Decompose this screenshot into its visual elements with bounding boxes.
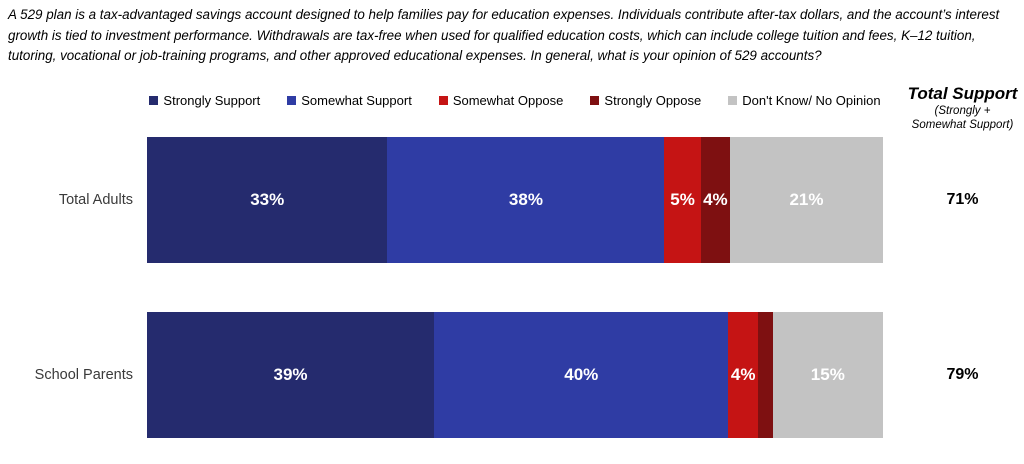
bar-segment-label: 21%	[789, 190, 824, 209]
stacked-bar: 39% 40% 4% 15%	[147, 312, 884, 438]
legend-swatch-icon	[149, 96, 159, 105]
total-support-subtitle-line2: Somewhat Support)	[911, 119, 1014, 131]
bar-segment-label: 33%	[250, 190, 285, 209]
bar-segment-somewhat-support: 38%	[387, 137, 665, 263]
bar-segment-label: 40%	[564, 365, 599, 384]
bar-segment-strongly-support: 33%	[147, 137, 388, 263]
bar-segment-somewhat-support: 40%	[434, 312, 729, 438]
bar-segment-somewhat-oppose: 4%	[728, 312, 758, 438]
total-support-title: Total Support	[907, 84, 1018, 103]
legend-label: Somewhat Support	[301, 93, 412, 108]
total-support-subtitle-line1: (Strongly +	[934, 105, 991, 117]
legend-item-don-t-know-no-opinion: Don't Know/ No Opinion	[728, 93, 881, 108]
legend-label: Strongly Support	[163, 93, 261, 108]
bar-row-school-parents: School Parents 39% 40% 4% 15% 79%	[0, 312, 1024, 438]
bar-segment-strongly-support: 39%	[147, 312, 435, 438]
legend-swatch-icon	[287, 96, 297, 105]
bar-segment-strongly-oppose: 4%	[700, 137, 730, 263]
legend-label: Don't Know/ No Opinion	[742, 93, 881, 108]
bar-segment-don-t-know-no-opinion: 21%	[729, 137, 883, 263]
legend-swatch-icon	[728, 96, 738, 105]
bar-segment-label: 15%	[810, 365, 845, 384]
legend-swatch-icon	[590, 96, 600, 105]
legend: Strongly Support Somewhat Support Somewhat…	[147, 93, 883, 108]
stacked-bar: 33% 38% 5% 4% 21%	[147, 137, 883, 263]
bar-segment-label: 4%	[730, 365, 756, 384]
bar-segment-don-t-know-no-opinion: 15%	[772, 312, 884, 438]
row-label: School Parents	[34, 367, 133, 383]
bar-segment-label: 4%	[703, 190, 728, 209]
chart-header: Strongly Support Somewhat Support Somewhat…	[0, 84, 1024, 136]
bar-segment-strongly-oppose	[757, 312, 773, 438]
legend-item-somewhat-support: Somewhat Support	[287, 93, 412, 108]
bar-row-total-adults: Total Adults 33% 38% 5% 4% 21% 71%	[0, 137, 1024, 263]
bar-segment-label: 5%	[670, 190, 695, 209]
row-label: Total Adults	[58, 192, 133, 208]
bar-segment-somewhat-oppose: 5%	[664, 137, 701, 263]
legend-item-somewhat-oppose: Somewhat Oppose	[438, 93, 564, 108]
total-support-header: Total Support (Strongly + Somewhat Suppo…	[883, 84, 1024, 132]
row-total-value: 71%	[946, 191, 979, 208]
legend-swatch-icon	[438, 96, 448, 105]
row-total-value: 79%	[946, 366, 979, 383]
bar-segment-label: 39%	[273, 365, 308, 384]
legend-label: Strongly Oppose	[604, 93, 702, 108]
legend-item-strongly-oppose: Strongly Oppose	[590, 93, 701, 108]
legend-item-strongly-support: Strongly Support	[149, 93, 260, 108]
legend-label: Somewhat Oppose	[452, 93, 564, 108]
bar-segment-label: 38%	[508, 190, 543, 209]
question-text: A 529 plan is a tax-advantaged savings a…	[8, 7, 1000, 63]
